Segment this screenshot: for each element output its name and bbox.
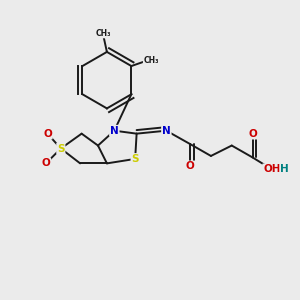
- Text: S: S: [57, 143, 64, 154]
- Text: CH₃: CH₃: [96, 29, 111, 38]
- Text: S: S: [131, 154, 139, 164]
- Text: OH: OH: [263, 164, 281, 174]
- Text: O: O: [186, 161, 194, 171]
- Text: N: N: [110, 126, 119, 136]
- Text: CH₃: CH₃: [143, 56, 159, 65]
- Text: H: H: [280, 164, 289, 174]
- Text: N: N: [162, 126, 171, 136]
- Text: O: O: [42, 158, 50, 168]
- Text: O: O: [248, 129, 257, 139]
- Text: O: O: [43, 129, 52, 139]
